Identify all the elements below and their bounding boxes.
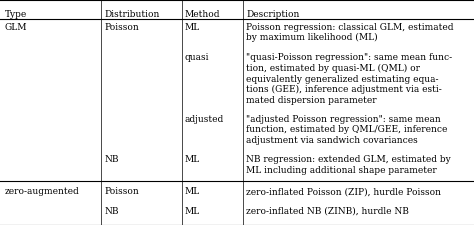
Text: Poisson: Poisson bbox=[104, 22, 139, 32]
Text: adjusted: adjusted bbox=[185, 115, 224, 124]
Text: Method: Method bbox=[185, 10, 220, 19]
Text: NB: NB bbox=[104, 155, 119, 164]
Text: ML: ML bbox=[185, 22, 200, 32]
Text: Description: Description bbox=[246, 10, 300, 19]
Text: GLM: GLM bbox=[5, 22, 27, 32]
Text: ML: ML bbox=[185, 207, 200, 216]
Text: ML: ML bbox=[185, 187, 200, 196]
Text: NB: NB bbox=[104, 207, 119, 216]
Text: Poisson: Poisson bbox=[104, 187, 139, 196]
Text: zero-inflated NB (ZINB), hurdle NB: zero-inflated NB (ZINB), hurdle NB bbox=[246, 207, 410, 216]
Text: zero-augmented: zero-augmented bbox=[5, 187, 80, 196]
Text: Poisson regression: classical GLM, estimated
by maximum likelihood (ML): Poisson regression: classical GLM, estim… bbox=[246, 22, 454, 42]
Text: Distribution: Distribution bbox=[104, 10, 160, 19]
Text: "adjusted Poisson regression": same mean
function, estimated by QML/GEE, inferen: "adjusted Poisson regression": same mean… bbox=[246, 115, 448, 145]
Text: "quasi-Poisson regression": same mean func-
tion, estimated by quasi-ML (QML) or: "quasi-Poisson regression": same mean fu… bbox=[246, 53, 453, 105]
Text: quasi: quasi bbox=[185, 53, 210, 62]
Text: NB regression: extended GLM, estimated by
ML including additional shape paramete: NB regression: extended GLM, estimated b… bbox=[246, 155, 451, 175]
Text: ML: ML bbox=[185, 155, 200, 164]
Text: Type: Type bbox=[5, 10, 27, 19]
Text: zero-inflated Poisson (ZIP), hurdle Poisson: zero-inflated Poisson (ZIP), hurdle Pois… bbox=[246, 187, 441, 196]
